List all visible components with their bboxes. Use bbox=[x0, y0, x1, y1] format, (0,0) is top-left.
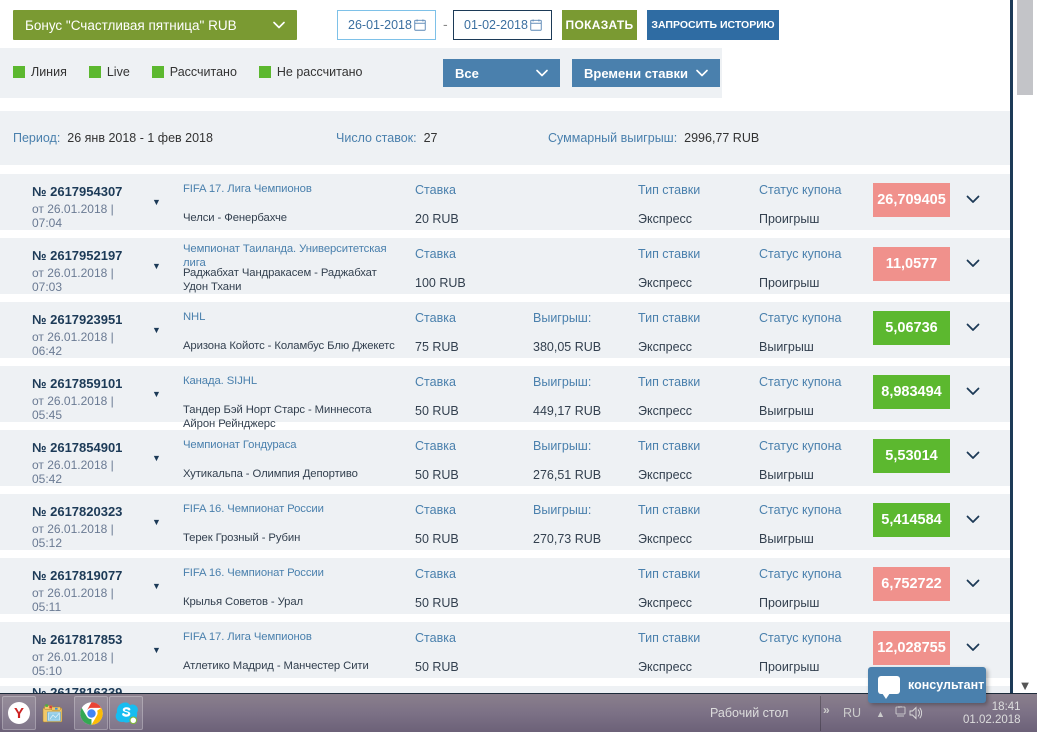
svg-text:Y: Y bbox=[14, 705, 24, 722]
